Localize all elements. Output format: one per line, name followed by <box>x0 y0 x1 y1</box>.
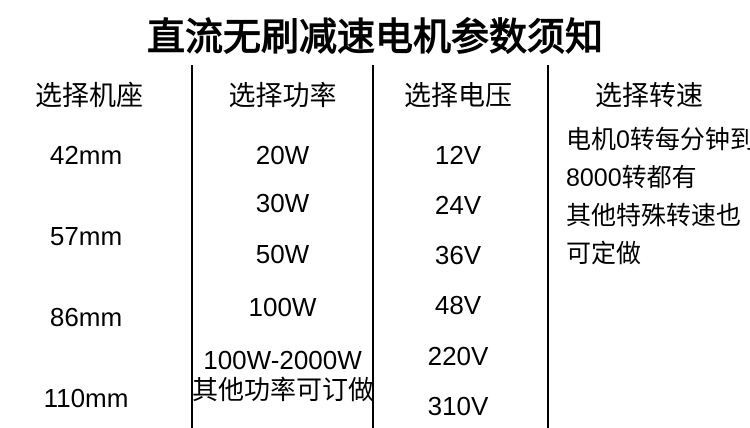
column-divider-3 <box>547 65 549 428</box>
column-divider-2 <box>372 65 374 428</box>
voltage-value: 220V <box>427 341 489 371</box>
frame-size-value: 86mm <box>49 302 123 332</box>
frame-size-value: 42mm <box>49 140 123 170</box>
page-title: 直流无刷减速电机参数须知 <box>146 17 603 59</box>
speed-note-line: 电机0转每分钟到 <box>566 126 750 154</box>
power-value: 20W <box>255 140 310 170</box>
voltage-value: 12V <box>434 140 482 170</box>
power-custom-range: 100W-2000W <box>203 345 362 375</box>
frame-size-value: 57mm <box>49 221 123 251</box>
frame-column-header: 选择机座 <box>35 81 143 111</box>
voltage-value: 24V <box>434 190 482 220</box>
voltage-value: 48V <box>434 290 482 320</box>
frame-size-value: 110mm <box>43 383 129 413</box>
power-column-header: 选择功率 <box>228 81 337 111</box>
power-value: 100W <box>248 292 317 322</box>
speed-column-header: 选择转速 <box>595 81 703 111</box>
power-custom-note: 其他功率可订做 <box>192 375 375 405</box>
speed-note-line: 可定做 <box>566 240 642 268</box>
voltage-value: 310V <box>427 391 489 421</box>
speed-note-line: 其他特殊转速也 <box>566 202 742 230</box>
power-value: 30W <box>255 188 310 218</box>
speed-note-line: 8000转都有 <box>566 164 697 192</box>
voltage-column-header: 选择电压 <box>404 81 512 111</box>
voltage-value: 36V <box>434 240 482 270</box>
power-value: 50W <box>255 239 310 269</box>
speed-note-block: 电机0转每分钟到 8000转都有 其他特殊转速也 可定做 <box>566 121 750 273</box>
column-divider-1 <box>191 65 193 428</box>
